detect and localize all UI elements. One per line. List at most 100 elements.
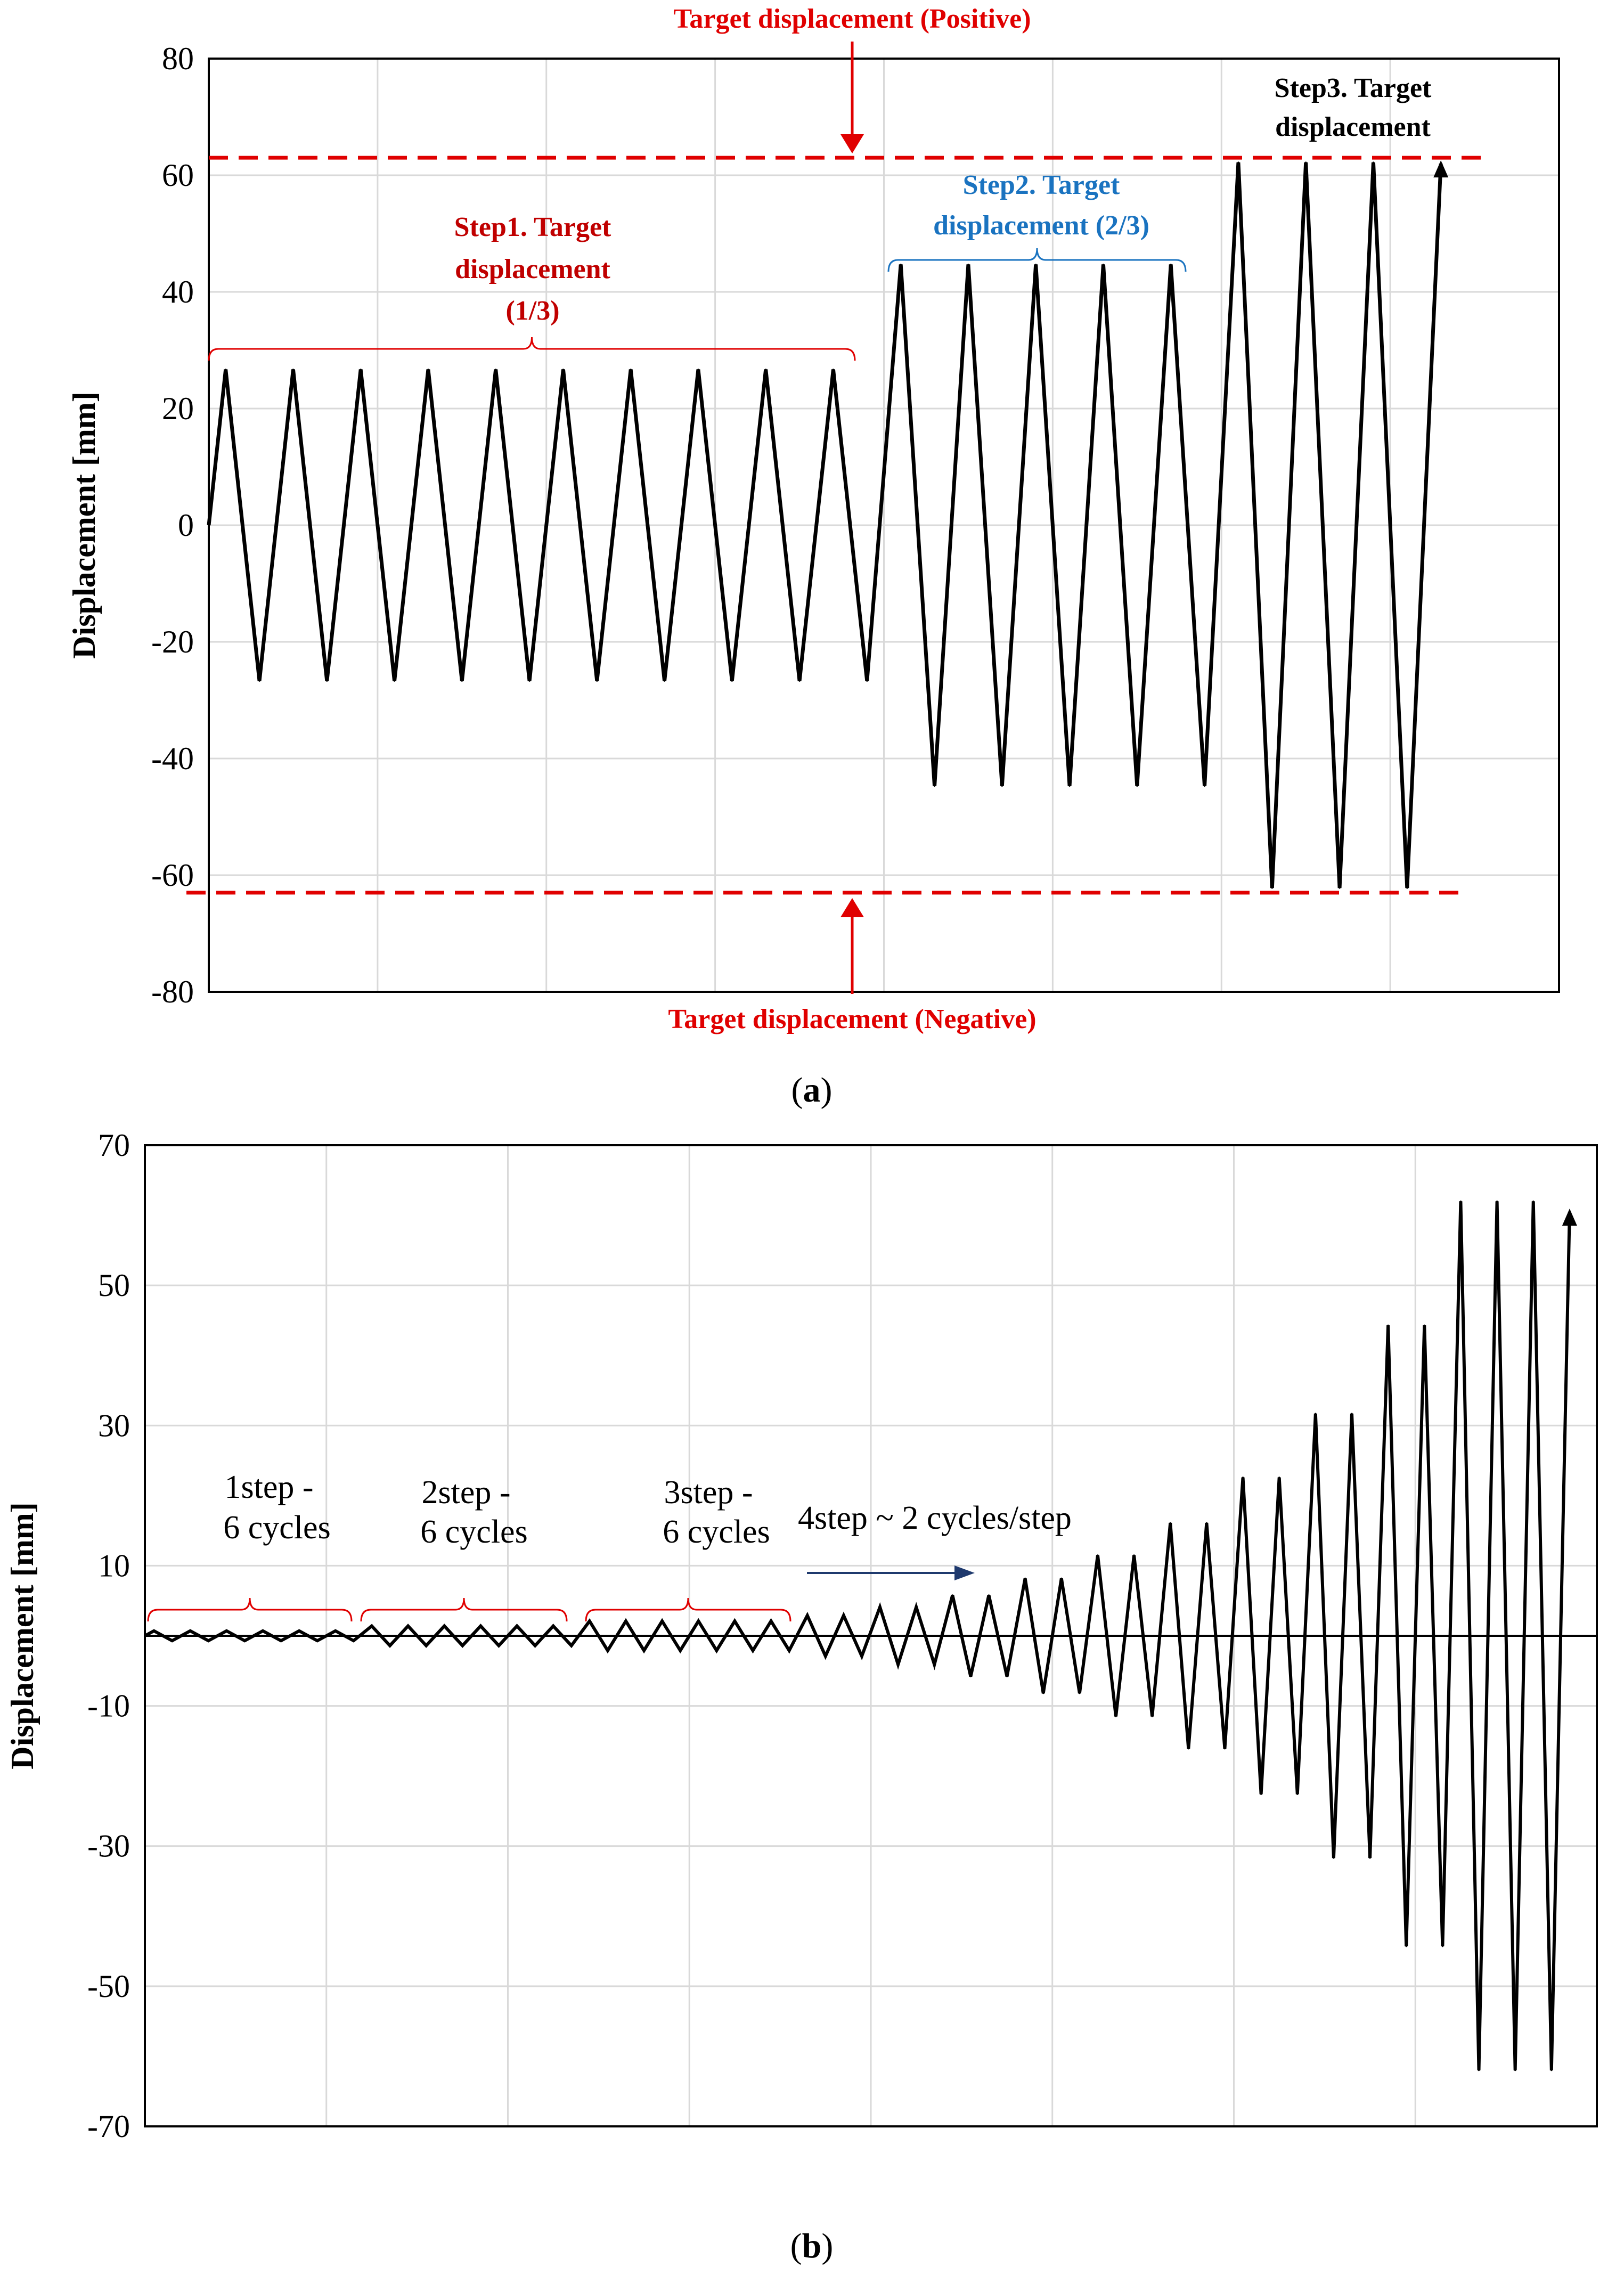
panel-b-series: [144, 1200, 1577, 2072]
b-data-point: [1260, 1793, 1262, 1795]
b-data-point: [1169, 1522, 1171, 1524]
b-data-point: [1550, 2069, 1553, 2072]
a-data-point: [765, 369, 767, 371]
panel-b-step3-brace: [585, 1597, 791, 1622]
panel-b-y-tick-labels: -70 -50 -30 -10 10 30 50 70: [87, 1128, 130, 2144]
panel-b-caption: (b): [790, 2227, 834, 2265]
a-data-point: [697, 369, 699, 371]
b-data-point: [1097, 1554, 1099, 1556]
a-data-point: [1204, 785, 1206, 787]
b-data-point: [897, 1664, 899, 1666]
a-data-point: [798, 680, 801, 682]
panel-a-positive-target-arrowhead: [840, 134, 864, 153]
a-data-point: [866, 680, 868, 682]
panel-b-chart: -70 -50 -30 -10 10 30 50 70 Displacement [mm] 1…: [5, 1128, 1598, 2265]
b-data-point: [1115, 1715, 1117, 1717]
a-data-point: [495, 369, 497, 371]
b-data-point: [1024, 1577, 1026, 1579]
a-data-point: [1068, 785, 1071, 787]
a-data-point: [208, 524, 210, 526]
a-data-point: [225, 369, 227, 371]
b-data-point: [1205, 1522, 1207, 1524]
a-y-tick-7: 60: [162, 158, 194, 193]
panel-a-step3-label-line1: Step3. Target: [1275, 73, 1432, 103]
a-data-point: [292, 369, 294, 371]
b-y-tick-4: 10: [98, 1548, 130, 1583]
b-data-point: [988, 1594, 990, 1596]
a-y-tick-2: -40: [151, 741, 194, 776]
panel-a-y-axis-label: Displacement [mm]: [67, 392, 102, 659]
b-data-point: [316, 1640, 319, 1642]
b-data-point: [951, 1594, 953, 1596]
a-data-point: [1305, 161, 1307, 164]
panel-b-step3-label-line2: 6 cycles: [663, 1514, 770, 1550]
b-data-point: [1133, 1554, 1135, 1556]
b-data-point: [497, 1644, 500, 1646]
b-data-point: [153, 1630, 155, 1632]
b-data-point: [443, 1625, 445, 1627]
b-data-point: [752, 1650, 754, 1652]
b-data-point: [661, 1620, 663, 1622]
panel-a-step2-label-line1: Step2. Target: [963, 170, 1120, 200]
b-y-tick-6: 50: [98, 1268, 130, 1303]
b-data-point: [1042, 1692, 1044, 1694]
b-data-point: [189, 1630, 191, 1632]
b-data-point: [1315, 1413, 1317, 1415]
b-data-point: [1423, 1324, 1425, 1326]
panel-a-step3-label-line2: displacement: [1275, 112, 1431, 142]
b-y-tick-2: -30: [87, 1829, 130, 1864]
b-data-point: [1405, 1945, 1407, 1947]
b-series-line-0: [144, 1201, 1571, 2070]
a-data-point: [596, 680, 598, 682]
a-y-tick-4: 0: [178, 508, 194, 543]
panel-a-step1-label-line3: (1/3): [505, 296, 559, 326]
b-data-point: [788, 1650, 790, 1652]
b-data-point: [1242, 1477, 1244, 1479]
a-data-point: [1406, 887, 1408, 889]
a-data-point: [1237, 161, 1239, 164]
b-data-point: [825, 1655, 827, 1657]
a-data-point: [731, 680, 733, 682]
panel-b-step4-arrowhead: [954, 1565, 975, 1580]
panel-a-caption-letter: a: [803, 1071, 821, 1110]
b-data-point: [461, 1644, 463, 1646]
b-data-point: [643, 1650, 645, 1652]
panel-b-caption-letter: b: [802, 2227, 822, 2265]
b-data-point: [353, 1640, 355, 1642]
b-y-tick-0: -70: [87, 2109, 130, 2144]
panel-a-step1-label-line1: Step1. Target: [454, 212, 611, 242]
a-y-tick-1: -60: [151, 858, 194, 893]
b-data-point: [1079, 1692, 1081, 1694]
a-y-tick-8: 80: [162, 41, 194, 76]
b-data-point: [570, 1644, 573, 1646]
panel-a-target-lines: [186, 156, 1486, 895]
b-data-point: [733, 1620, 736, 1622]
b-data-point: [1296, 1793, 1299, 1795]
a-data-point: [326, 680, 328, 682]
a-series-end-arrowhead: [1433, 160, 1449, 178]
panel-b-step2-label-line1: 2step -: [421, 1474, 510, 1511]
b-data-point: [280, 1640, 282, 1642]
b-data-point: [969, 1675, 972, 1677]
panel-a-step1-brace: [208, 337, 856, 361]
a-data-point: [664, 680, 666, 682]
b-series-end-arrowhead: [1562, 1208, 1577, 1226]
b-data-point: [534, 1644, 536, 1646]
b-data-point: [225, 1630, 227, 1632]
a-data-point: [1372, 161, 1374, 164]
b-data-point: [770, 1620, 772, 1622]
b-data-point: [552, 1625, 554, 1627]
b-data-point: [589, 1620, 591, 1622]
a-data-point: [900, 264, 902, 266]
panel-a-step2-label-line2: displacement (2/3): [933, 210, 1149, 241]
a-data-point: [967, 264, 969, 266]
b-data-point: [915, 1606, 917, 1608]
b-data-point: [425, 1644, 427, 1646]
b-data-point: [407, 1625, 409, 1627]
a-data-point: [1271, 887, 1273, 889]
panel-b-step2-label-line2: 6 cycles: [420, 1514, 527, 1550]
panel-a-y-tick-labels: -80 -60 -40 -20 0 20 40 60 80: [151, 41, 194, 1009]
b-data-point: [1151, 1715, 1153, 1717]
